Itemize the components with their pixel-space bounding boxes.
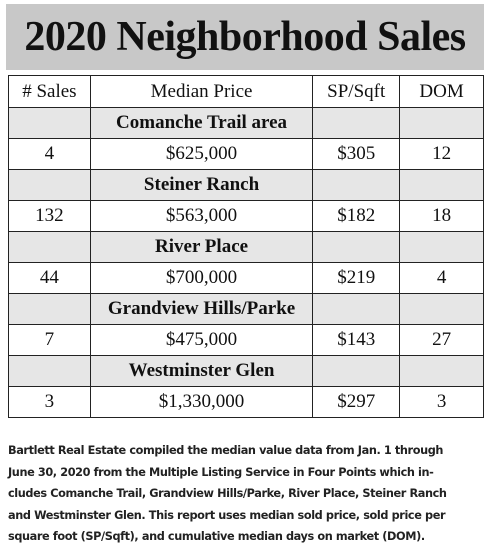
cell — [8, 107, 91, 139]
cell — [399, 169, 484, 201]
area-row: Westminster Glen — [8, 355, 484, 387]
cell — [399, 355, 484, 387]
cell — [399, 107, 484, 139]
cell — [8, 293, 91, 325]
cell: $625,000 — [89, 138, 314, 170]
cell: $143 — [312, 324, 401, 356]
cell: 4 — [8, 138, 91, 170]
cell: $1,330,000 — [89, 386, 314, 418]
area-name: Westminster Glen — [89, 355, 314, 387]
footnote-line: Bartlett Real Estate compiled the median… — [8, 444, 444, 457]
footnote-line: June 30, 2020 from the Multiple Listing … — [8, 465, 434, 479]
cell: $182 — [312, 200, 401, 232]
column-header: DOM — [399, 75, 484, 108]
data-row: 44 $700,000 $219 4 — [8, 262, 484, 294]
cell: 4 — [399, 262, 484, 294]
data-row: 7 $475,000 $143 27 — [8, 324, 484, 356]
cell: 3 — [8, 386, 91, 418]
cell — [399, 293, 484, 325]
cell — [399, 231, 484, 263]
cell: 132 — [8, 200, 91, 232]
cell: $563,000 — [89, 200, 314, 232]
cell — [312, 355, 401, 387]
cell: 27 — [399, 324, 484, 356]
cell — [8, 169, 91, 201]
column-header: Median Price — [89, 75, 314, 108]
cell: $475,000 — [89, 324, 314, 356]
area-row: Comanche Trail area — [8, 107, 484, 139]
cell — [8, 231, 91, 263]
column-header: # Sales — [8, 75, 91, 108]
title: 2020 Neighborhood Sales — [6, 4, 484, 70]
cell: $700,000 — [89, 262, 314, 294]
cell: $219 — [312, 262, 401, 294]
area-name: Comanche Trail area — [89, 107, 314, 139]
cell: $297 — [312, 386, 401, 418]
data-row: 4 $625,000 $305 12 — [8, 138, 484, 170]
cell — [312, 231, 401, 263]
footnote-line: square foot (SP/Sqft), and cumulative me… — [8, 530, 425, 543]
cell: 12 — [399, 138, 484, 170]
footnote: Bartlett Real Estate compiled the median… — [8, 440, 488, 548]
area-name: Grandview Hills/Parke — [89, 293, 314, 325]
area-name: Steiner Ranch — [89, 169, 314, 201]
data-row: 132 $563,000 $182 18 — [8, 200, 484, 232]
column-header: SP/Sqft — [312, 75, 401, 108]
header-row: # Sales Median Price SP/Sqft DOM — [8, 75, 484, 108]
area-row: Steiner Ranch — [8, 169, 484, 201]
cell: $305 — [312, 138, 401, 170]
cell — [312, 293, 401, 325]
cell — [8, 355, 91, 387]
cell: 44 — [8, 262, 91, 294]
cell — [312, 107, 401, 139]
cell: 18 — [399, 200, 484, 232]
area-row: River Place — [8, 231, 484, 263]
data-row: 3 $1,330,000 $297 3 — [8, 386, 484, 418]
footnote-line: cludes Comanche Trail, Grandview Hills/P… — [8, 487, 447, 500]
cell: 3 — [399, 386, 484, 418]
cell: 7 — [8, 324, 91, 356]
area-row: Grandview Hills/Parke — [8, 293, 484, 325]
footnote-line: and Westminster Glen. This report uses m… — [8, 508, 446, 522]
cell — [312, 169, 401, 201]
sales-table: # Sales Median Price SP/Sqft DOM Comanche Tr… — [8, 75, 484, 418]
area-name: River Place — [89, 231, 314, 263]
